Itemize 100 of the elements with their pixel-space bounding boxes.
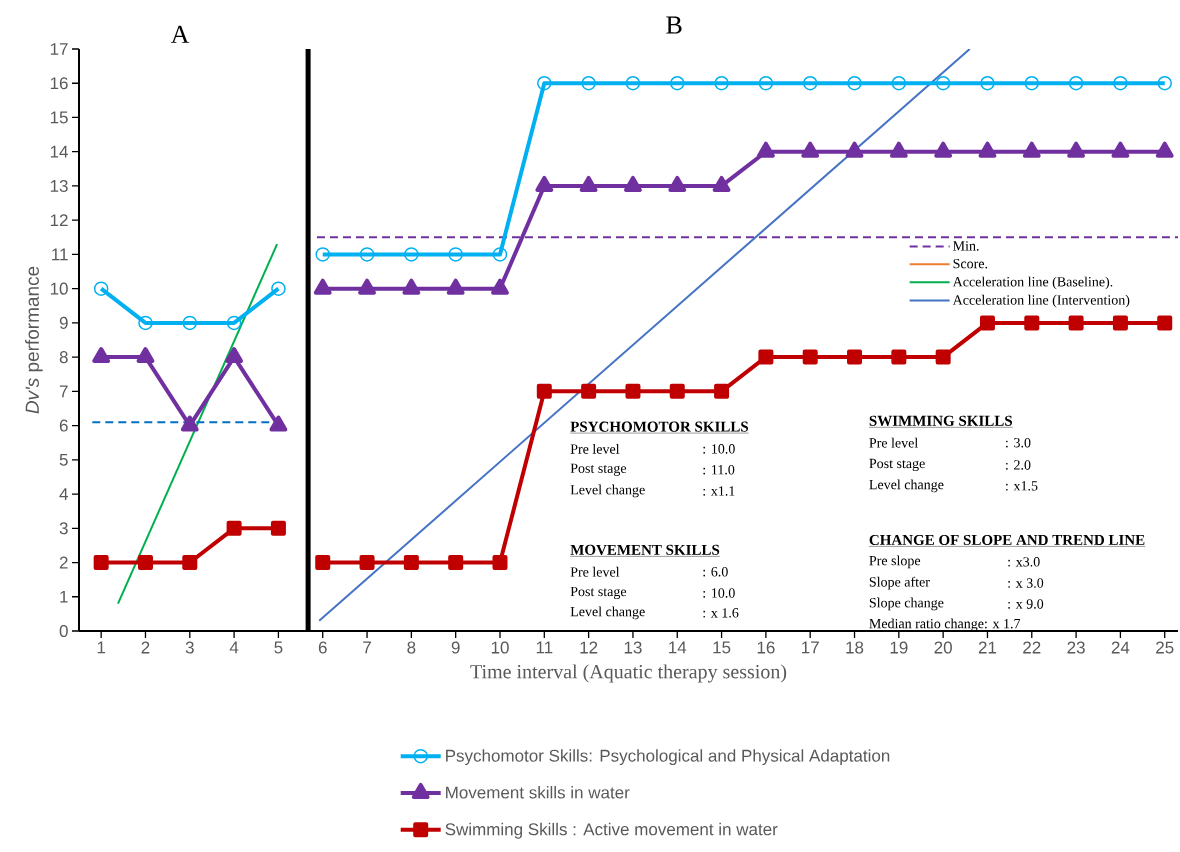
legend-label: Psychomotor Skills: Psychological and Physical Adaptation xyxy=(446,749,890,766)
point xyxy=(1157,315,1173,331)
point xyxy=(271,281,286,296)
point xyxy=(802,349,818,365)
y-tick-label: 16 xyxy=(50,77,68,90)
point xyxy=(624,175,642,192)
point xyxy=(1112,315,1128,331)
point xyxy=(1024,315,1040,331)
annotation: Post stage xyxy=(869,458,925,472)
x-tick-label: 19 xyxy=(890,641,908,654)
y-tick-label: 5 xyxy=(59,453,68,466)
x-tick-label: 10 xyxy=(491,641,509,654)
annotation: Slope change xyxy=(869,597,944,611)
x-tick-label: 14 xyxy=(669,641,687,654)
point xyxy=(891,75,907,91)
point xyxy=(891,349,907,365)
x-tick-label: 24 xyxy=(1111,641,1130,654)
point xyxy=(536,383,552,399)
point xyxy=(138,315,153,331)
point xyxy=(315,247,330,262)
x-tick-label: 17 xyxy=(802,641,819,654)
point xyxy=(978,141,997,158)
point xyxy=(714,75,729,91)
x-axis-title: Time interval (Aquatic therapy session) xyxy=(470,664,787,683)
point xyxy=(758,349,774,365)
annotation: MOVEMENT SKILLS xyxy=(570,544,720,555)
point xyxy=(714,383,730,399)
annotation: Level change xyxy=(869,479,944,493)
point xyxy=(137,555,153,571)
text: A xyxy=(170,25,190,43)
point xyxy=(226,520,242,536)
point xyxy=(935,75,951,91)
legend-label: Swimming Skills : Active movement in water xyxy=(445,822,778,839)
point xyxy=(92,347,111,364)
point xyxy=(1068,315,1084,331)
point xyxy=(1111,141,1130,158)
x-tick-label: 1 xyxy=(97,641,106,654)
point xyxy=(801,141,820,158)
x-tick-label: 4 xyxy=(229,641,239,654)
x-tick-label: 6 xyxy=(318,641,327,654)
annotation: : x 1.6 xyxy=(703,608,739,618)
point xyxy=(225,347,244,364)
point xyxy=(712,175,731,192)
y-tick-label: 2 xyxy=(59,556,68,569)
y-tick-label: 10 xyxy=(50,282,68,295)
x-tick-label: 21 xyxy=(978,641,997,654)
y-tick-label: 17 xyxy=(50,43,68,55)
annotation: : 10.0 xyxy=(703,588,735,598)
point xyxy=(1022,141,1041,158)
annotation: : x 3.0 xyxy=(1008,578,1044,588)
y-tick-label: 4 xyxy=(59,488,68,500)
point xyxy=(847,75,862,91)
point xyxy=(136,347,155,364)
point xyxy=(980,75,995,91)
point xyxy=(581,75,596,91)
annotation: Post stage xyxy=(570,463,627,476)
point xyxy=(270,520,286,536)
x-tick-label: 15 xyxy=(713,641,731,654)
annotation: : x3.0 xyxy=(1008,557,1040,567)
point xyxy=(581,383,597,399)
annotation: Pre level xyxy=(570,443,620,454)
legend-label: Acceleration line (Intervention) xyxy=(952,294,1130,308)
annotation: : x 9.0 xyxy=(1008,599,1044,609)
point xyxy=(670,75,685,91)
x-tick-label: 5 xyxy=(274,641,283,654)
point xyxy=(448,247,463,262)
x-tick-label: 3 xyxy=(185,641,194,654)
y-tick-label: 1 xyxy=(60,590,68,603)
annotation: : 11.0 xyxy=(703,464,735,475)
annotation: Median ratio change: x 1.7 xyxy=(869,618,1021,632)
legend-label: Movement skills in water xyxy=(446,786,630,799)
point xyxy=(1155,141,1174,158)
point xyxy=(492,555,508,571)
x-tick-label: 13 xyxy=(624,641,642,654)
y-tick-label: 7 xyxy=(59,385,68,398)
point xyxy=(1067,141,1086,158)
point xyxy=(537,75,552,91)
y-tick-label: 9 xyxy=(59,316,68,329)
point xyxy=(358,278,376,295)
point xyxy=(669,383,685,399)
legend-label: Min. xyxy=(953,241,979,251)
x-tick-label: 2 xyxy=(141,641,150,654)
annotation: Pre level xyxy=(570,566,620,577)
annotation: SWIMMING SKILLS xyxy=(869,415,1013,426)
x-tick-label: 23 xyxy=(1067,641,1085,654)
point xyxy=(1113,75,1128,91)
point xyxy=(668,175,687,192)
point xyxy=(182,555,198,571)
x-tick-label: 7 xyxy=(363,641,371,654)
y-tick-label: 15 xyxy=(50,111,68,124)
point xyxy=(1068,75,1084,91)
point xyxy=(535,175,554,192)
y-tick-label: 13 xyxy=(50,179,68,192)
point xyxy=(802,75,818,91)
annotation: Slope after xyxy=(869,576,930,590)
annotation: PSYCHOMOTOR SKILLS xyxy=(570,421,749,432)
annotation: : 3.0 xyxy=(1006,437,1031,448)
y-tick-label: 14 xyxy=(50,145,68,158)
point xyxy=(269,415,288,432)
y-tick-label: 8 xyxy=(59,351,68,364)
